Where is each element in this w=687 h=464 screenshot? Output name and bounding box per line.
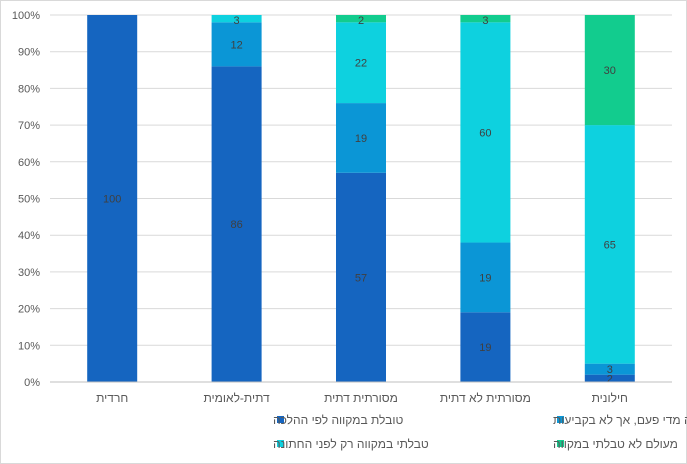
legend-swatch bbox=[557, 440, 564, 447]
data-label: 3 bbox=[234, 15, 240, 27]
data-label: 100 bbox=[103, 194, 121, 206]
y-tick-label: 80% bbox=[18, 83, 40, 95]
data-label: 86 bbox=[230, 219, 242, 231]
legend: טובלת במקווה לפי ההלכה טובלת במקווה מדי פ… bbox=[273, 413, 687, 451]
legend-label: טבלתי במקווה רק לפני החתונה bbox=[273, 437, 429, 451]
bars bbox=[87, 15, 635, 382]
y-tick-label: 60% bbox=[18, 157, 40, 169]
data-label: 2 bbox=[607, 373, 613, 385]
data-label: 57 bbox=[355, 272, 367, 284]
y-tick-label: 40% bbox=[18, 230, 40, 242]
legend-swatch bbox=[557, 416, 564, 423]
data-label: 2 bbox=[358, 15, 364, 27]
bar-segment bbox=[584, 374, 635, 382]
x-tick-label: מסורתית לא דתית bbox=[440, 391, 531, 405]
data-label: 30 bbox=[604, 65, 616, 77]
x-tick-label: מסורתית דתית bbox=[324, 391, 398, 405]
y-tick-label: 20% bbox=[18, 304, 40, 316]
legend-swatch bbox=[277, 416, 284, 423]
x-tick-label: דתית-לאומית bbox=[204, 391, 271, 405]
bar-segment bbox=[336, 22, 386, 104]
x-tick-label: חרדית bbox=[96, 391, 128, 405]
data-label: 12 bbox=[230, 39, 242, 51]
y-tick-label: 70% bbox=[18, 120, 40, 132]
data-label: 65 bbox=[604, 239, 616, 251]
data-label: 3 bbox=[607, 364, 613, 376]
data-label: 19 bbox=[355, 133, 367, 145]
legend-swatch bbox=[277, 440, 284, 447]
bar-segment bbox=[460, 242, 511, 313]
bar-segment bbox=[211, 22, 262, 67]
legend-label: טובלת במקווה לפי ההלכה bbox=[273, 413, 403, 427]
y-tick-label: 90% bbox=[18, 47, 40, 59]
bar-segment bbox=[211, 15, 262, 23]
bar-segment bbox=[460, 22, 511, 243]
bar-segment bbox=[460, 15, 511, 23]
x-tick-label: חילונית bbox=[592, 391, 628, 405]
bar-segment bbox=[584, 363, 635, 375]
axes: 0% 10% 20% 30% 40% 50% 60% 70% 80% 90% 100% חרדית דת… bbox=[12, 10, 672, 405]
bar-segment bbox=[336, 103, 386, 173]
data-label: 19 bbox=[479, 272, 491, 284]
legend-label: טובלת במקווה מדי פעם, אך לא בקביעות bbox=[553, 413, 687, 427]
bar-segment bbox=[211, 66, 262, 382]
bar-segment bbox=[584, 125, 635, 364]
bar-segment bbox=[336, 15, 386, 23]
data-label: 3 bbox=[482, 15, 488, 27]
y-tick-label: 50% bbox=[18, 194, 40, 206]
y-tick-label: 10% bbox=[18, 340, 40, 352]
data-label: 60 bbox=[479, 127, 491, 139]
bar-segment bbox=[584, 15, 635, 126]
bar-segment bbox=[460, 312, 511, 382]
bar-segment bbox=[87, 15, 138, 382]
bar-segment bbox=[336, 172, 386, 382]
y-tick-label: 0% bbox=[24, 377, 40, 389]
data-label: 22 bbox=[355, 58, 367, 70]
legend-label: מעולם לא טבלתי במקווה bbox=[553, 437, 678, 451]
y-tick-label: 30% bbox=[18, 267, 40, 279]
y-tick-label: 100% bbox=[12, 10, 40, 22]
data-label: 19 bbox=[479, 342, 491, 354]
